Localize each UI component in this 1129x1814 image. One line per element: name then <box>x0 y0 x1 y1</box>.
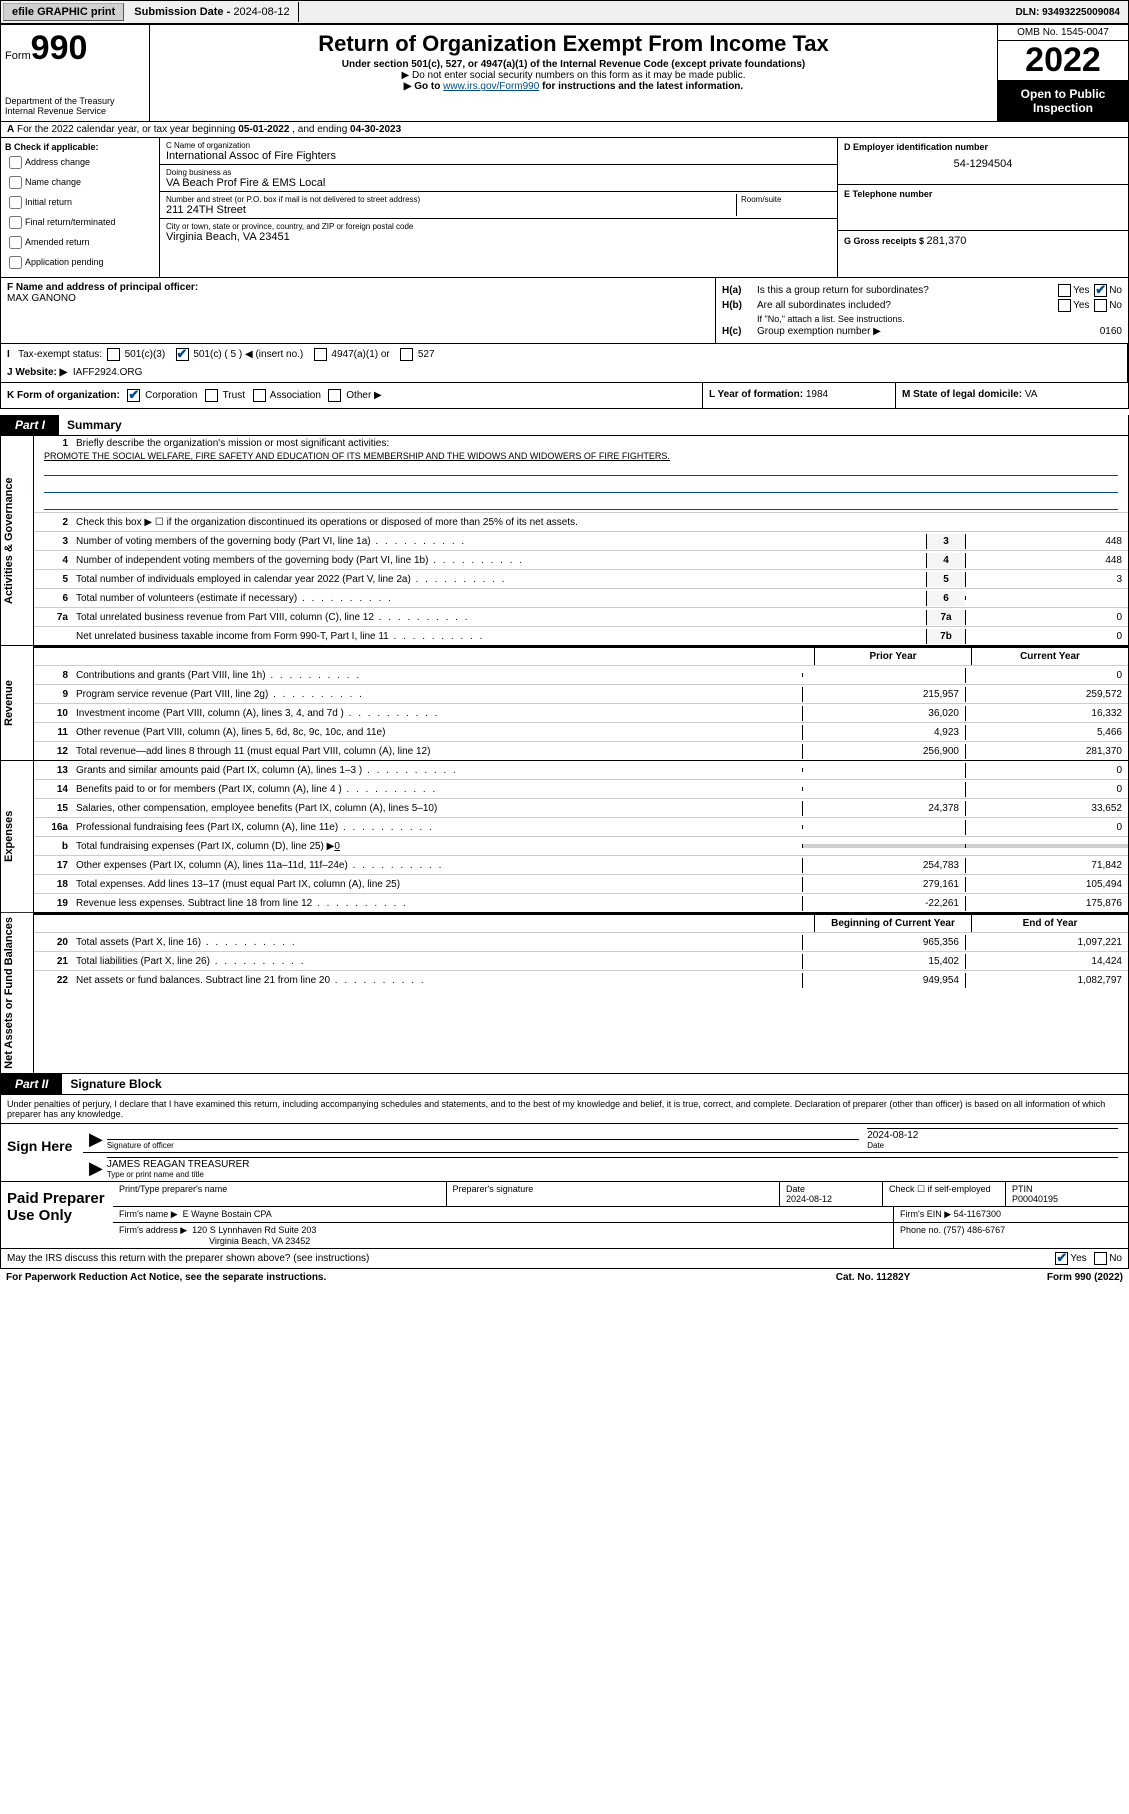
sign-arrow-icon: ▶ <box>85 1158 107 1179</box>
side-governance: Activities & Governance <box>1 436 34 645</box>
paid-preparer-block: Paid Preparer Use Only Print/Type prepar… <box>0 1182 1129 1249</box>
section-b-checkboxes: B Check if applicable: Address change Na… <box>1 138 160 277</box>
submission-date: Submission Date - 2024-08-12 <box>126 2 298 22</box>
line14: Benefits paid to or for members (Part IX… <box>72 782 802 797</box>
form-subtitle: Under section 501(c), 527, or 4947(a)(1)… <box>154 59 993 70</box>
cb-association[interactable] <box>253 389 266 402</box>
side-revenue: Revenue <box>1 646 34 760</box>
section-j-website: J Website: ▶ IAFF2924.ORG <box>7 367 1121 378</box>
hb-yes[interactable] <box>1058 299 1071 312</box>
ha-no[interactable] <box>1094 284 1107 297</box>
line8: Contributions and grants (Part VIII, lin… <box>72 668 802 683</box>
top-bar: efile GRAPHIC print Submission Date - 20… <box>0 0 1129 24</box>
line13: Grants and similar amounts paid (Part IX… <box>72 763 802 778</box>
cb-501c[interactable] <box>176 348 189 361</box>
cb-final-return[interactable]: Final return/terminated <box>5 213 155 232</box>
section-d-ein: D Employer identification number 54-1294… <box>838 138 1128 185</box>
mission-text: PROMOTE THE SOCIAL WELFARE, FIRE SAFETY … <box>34 451 1128 461</box>
line2: Check this box ▶ ☐ if the organization d… <box>72 515 1128 530</box>
omb-number: OMB No. 1545-0047 <box>998 25 1128 41</box>
street-address: 211 24TH Street <box>166 204 736 216</box>
hb-no[interactable] <box>1094 299 1107 312</box>
part1-header: Part I Summary <box>0 415 1129 436</box>
discuss-no[interactable] <box>1094 1252 1107 1265</box>
org-name: International Assoc of Fire Fighters <box>166 150 831 162</box>
form-number-block: Form990 Department of the Treasury Inter… <box>1 25 150 121</box>
line12: Total revenue—add lines 8 through 11 (mu… <box>72 744 802 759</box>
city-state-zip: Virginia Beach, VA 23451 <box>166 231 413 243</box>
line11: Other revenue (Part VIII, column (A), li… <box>72 725 802 740</box>
side-net-assets: Net Assets or Fund Balances <box>1 913 34 1073</box>
sign-here-block: Sign Here ▶ Signature of officer 2024-08… <box>0 1124 1129 1182</box>
cb-name-change[interactable]: Name change <box>5 173 155 192</box>
efile-print-button[interactable]: efile GRAPHIC print <box>3 3 124 21</box>
row-a-tax-year: A For the 2022 calendar year, or tax yea… <box>0 122 1129 138</box>
ssn-warning: ▶ Do not enter social security numbers o… <box>154 70 993 81</box>
irs-link[interactable]: www.irs.gov/Form990 <box>443 81 539 92</box>
cb-501c3[interactable] <box>107 348 120 361</box>
cb-other[interactable] <box>328 389 341 402</box>
cb-527[interactable] <box>400 348 413 361</box>
cb-corporation[interactable] <box>127 389 140 402</box>
line4: Number of independent voting members of … <box>72 553 926 568</box>
cb-address-change[interactable]: Address change <box>5 153 155 172</box>
section-f-officer: F Name and address of principal officer:… <box>1 278 715 343</box>
section-g-gross: G Gross receipts $ 281,370 <box>838 231 1128 277</box>
dept-treasury: Department of the Treasury Internal Reve… <box>5 96 145 116</box>
discuss-yes[interactable] <box>1055 1252 1068 1265</box>
line18: Total expenses. Add lines 13–17 (must eq… <box>72 877 802 892</box>
irs-discuss-row: May the IRS discuss this return with the… <box>0 1249 1129 1269</box>
section-i-tax-status: I Tax-exempt status: 501(c)(3) 501(c) ( … <box>1 344 1128 382</box>
tax-year: 2022 <box>998 41 1128 81</box>
line6: Total number of volunteers (estimate if … <box>72 591 926 606</box>
ha-yes[interactable] <box>1058 284 1071 297</box>
line20: Total assets (Part X, line 16) <box>72 935 802 950</box>
open-to-public: Open to Public Inspection <box>998 81 1128 121</box>
cb-initial-return[interactable]: Initial return <box>5 193 155 212</box>
line16a: Professional fundraising fees (Part IX, … <box>72 820 802 835</box>
line10: Investment income (Part VIII, column (A)… <box>72 706 802 721</box>
perjury-statement: Under penalties of perjury, I declare th… <box>0 1095 1129 1124</box>
side-expenses: Expenses <box>1 761 34 912</box>
line17: Other expenses (Part IX, column (A), lin… <box>72 858 802 873</box>
cb-trust[interactable] <box>205 389 218 402</box>
form-title: Return of Organization Exempt From Incom… <box>154 31 993 57</box>
line15: Salaries, other compensation, employee b… <box>72 801 802 816</box>
section-k-form-org: K Form of organization: Corporation Trus… <box>1 383 703 408</box>
line9: Program service revenue (Part VIII, line… <box>72 687 802 702</box>
cb-application-pending[interactable]: Application pending <box>5 253 155 272</box>
sign-arrow-icon: ▶ <box>85 1129 107 1150</box>
section-l-year: L Year of formation: 1984 <box>703 383 896 408</box>
dln: DLN: 93493225009084 <box>1007 3 1128 22</box>
line7b: Net unrelated business taxable income fr… <box>72 629 926 644</box>
officer-name: JAMES REAGAN TREASURER <box>107 1159 1118 1170</box>
line19: Revenue less expenses. Subtract line 18 … <box>72 896 802 911</box>
part2-header: Part II Signature Block <box>0 1074 1129 1095</box>
line3: Number of voting members of the governin… <box>72 534 926 549</box>
cb-4947[interactable] <box>314 348 327 361</box>
section-c-org-info: C Name of organization International Ass… <box>160 138 837 277</box>
footer: For Paperwork Reduction Act Notice, see … <box>0 1269 1129 1286</box>
dba-name: VA Beach Prof Fire & EMS Local <box>166 177 325 189</box>
section-h-group: H(a) Is this a group return for subordin… <box>715 278 1128 343</box>
section-m-state: M State of legal domicile: VA <box>896 383 1128 408</box>
line5: Total number of individuals employed in … <box>72 572 926 587</box>
form-header: Form990 Department of the Treasury Inter… <box>0 24 1129 122</box>
line16b: Total fundraising expenses (Part IX, col… <box>72 839 802 854</box>
line21: Total liabilities (Part X, line 26) <box>72 954 802 969</box>
cb-amended-return[interactable]: Amended return <box>5 233 155 252</box>
section-e-phone: E Telephone number <box>838 185 1128 232</box>
goto-line: ▶ Go to www.irs.gov/Form990 for instruct… <box>154 81 993 92</box>
line22: Net assets or fund balances. Subtract li… <box>72 973 802 988</box>
line7a: Total unrelated business revenue from Pa… <box>72 610 926 625</box>
